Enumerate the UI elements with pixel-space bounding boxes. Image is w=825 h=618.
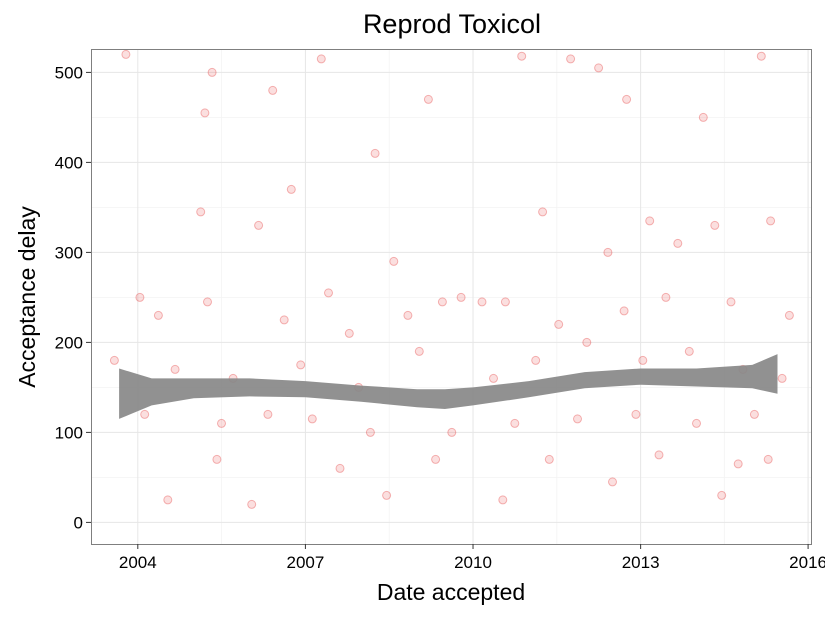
data-point [268, 85, 278, 95]
data-point [531, 355, 541, 365]
data-point [517, 51, 527, 61]
data-point [344, 328, 354, 338]
data-point [498, 495, 508, 505]
x-tick-label: 2004 [119, 553, 157, 572]
data-point [254, 220, 264, 230]
data-point [170, 364, 180, 374]
plot-panel-border [91, 49, 812, 545]
data-point [510, 418, 520, 428]
data-point [456, 292, 466, 302]
data-point [389, 256, 399, 266]
y-tick-label: 0 [74, 513, 83, 532]
data-point [109, 355, 119, 365]
y-tick-label: 400 [55, 153, 83, 172]
data-point [766, 216, 776, 226]
data-point [608, 477, 617, 487]
data-point [631, 409, 641, 419]
data-point [324, 288, 333, 298]
data-point [382, 490, 392, 500]
data-point [477, 297, 487, 307]
data-point [447, 427, 457, 437]
data-point [296, 360, 306, 370]
data-point [370, 148, 380, 158]
y-tick-label: 300 [55, 243, 83, 262]
confidence-band [119, 354, 778, 419]
data-point [153, 310, 163, 320]
data-point [710, 220, 720, 230]
data-point [431, 454, 441, 464]
data-points [109, 49, 794, 509]
data-point [121, 49, 131, 59]
data-point [414, 346, 424, 356]
data-point [196, 207, 206, 217]
x-tick-label: 2007 [286, 553, 324, 572]
data-point [207, 67, 217, 77]
data-point [673, 238, 683, 248]
data-point [619, 306, 629, 316]
data-point [500, 297, 510, 307]
data-point [403, 310, 413, 320]
x-axis-title: Date accepted [377, 579, 525, 605]
data-point [286, 184, 296, 194]
data-point [582, 337, 592, 347]
data-point [603, 247, 613, 257]
data-point [212, 454, 222, 464]
data-point [638, 355, 648, 365]
data-point [140, 409, 150, 419]
data-point [335, 463, 345, 473]
x-tick-label: 2013 [622, 553, 660, 572]
data-point [135, 292, 145, 302]
data-point [573, 414, 582, 424]
data-point [279, 315, 289, 325]
data-point [784, 310, 794, 320]
data-point [763, 454, 773, 464]
data-point [726, 297, 736, 307]
data-point [423, 94, 433, 104]
y-tick-label: 100 [55, 423, 83, 442]
chart-title: Reprod Toxicol [363, 9, 541, 39]
data-point [544, 454, 554, 464]
data-point [437, 297, 447, 307]
data-point [749, 409, 759, 419]
x-tick-label: 2016 [789, 553, 825, 572]
data-point [247, 499, 257, 509]
data-point [654, 450, 664, 460]
y-axis: 0 100 200 300 400 500 [55, 63, 91, 532]
data-point [163, 495, 173, 505]
data-point [692, 418, 701, 428]
data-point [203, 297, 212, 307]
x-tick-label: 2010 [454, 553, 492, 572]
data-point [594, 63, 604, 73]
y-axis-title: Acceptance delay [14, 206, 40, 388]
smooth-band [119, 354, 778, 419]
x-axis: 2004 2007 2010 2013 2016 [119, 544, 825, 572]
data-point [622, 94, 632, 104]
y-tick-label: 200 [55, 333, 83, 352]
data-point [316, 54, 326, 64]
data-point [684, 346, 694, 356]
data-point [307, 414, 317, 424]
data-point [566, 54, 576, 64]
data-point [661, 292, 671, 302]
data-point [733, 459, 743, 469]
data-point [217, 418, 226, 428]
data-point [756, 51, 766, 61]
data-point [200, 108, 210, 118]
data-point [365, 427, 375, 437]
data-point [538, 207, 548, 217]
data-point [698, 112, 708, 122]
grid-lines [91, 49, 811, 544]
data-point [263, 409, 273, 419]
data-point [489, 373, 498, 383]
data-point [645, 216, 655, 226]
y-tick-label: 500 [55, 63, 83, 82]
data-point [717, 490, 727, 500]
data-point [777, 373, 787, 383]
data-point [554, 319, 564, 329]
